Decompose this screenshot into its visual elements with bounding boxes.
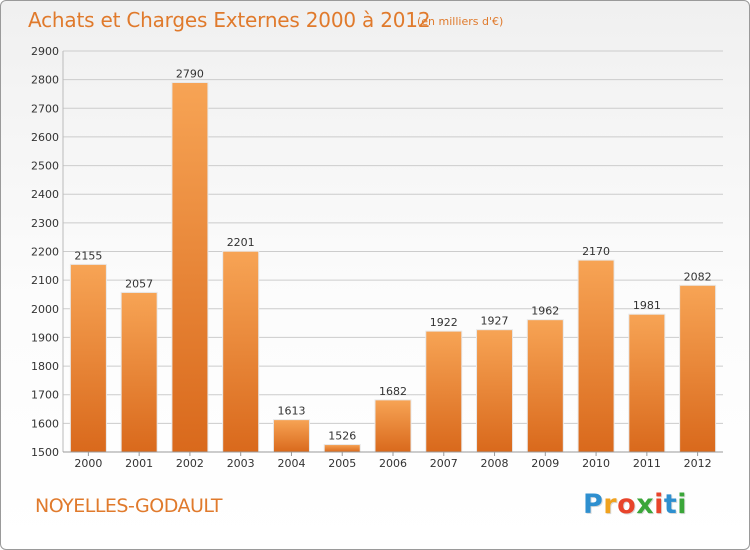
y-tick-label: 1500: [31, 446, 59, 459]
x-tick-label: 2001: [125, 457, 153, 470]
x-tick-label: 2010: [582, 457, 610, 470]
bar-2005: [323, 444, 361, 453]
y-tick-label: 2700: [31, 102, 59, 115]
x-tick-label: 2011: [633, 457, 661, 470]
chart-subtitle: (en milliers d'€): [417, 15, 504, 28]
y-tick-label: 2400: [31, 188, 59, 201]
logo-letter: r: [603, 489, 618, 520]
x-tick-label: 2000: [74, 457, 102, 470]
bar-2011: [628, 313, 666, 453]
bar-2004: [272, 419, 310, 453]
x-tick-label: 2002: [176, 457, 204, 470]
logo-letter: P: [583, 489, 604, 520]
logo-letter: i: [677, 489, 688, 520]
logo-letter: o: [617, 489, 637, 520]
chart-title: Achats et Charges Externes 2000 à 2012: [28, 8, 431, 32]
bar-2000: [69, 263, 107, 453]
data-label: 2790: [176, 68, 204, 81]
y-tick-label: 2000: [31, 303, 59, 316]
y-tick-label: 2500: [31, 160, 59, 173]
y-tick-label: 2800: [31, 74, 59, 87]
x-tick-label: 2012: [684, 457, 712, 470]
data-label: 1613: [277, 405, 305, 418]
x-tick-label: 2003: [227, 457, 255, 470]
x-tick-label: 2007: [430, 457, 458, 470]
bar-2003: [222, 250, 260, 453]
x-tick-label: 2004: [277, 457, 305, 470]
y-tick-label: 1900: [31, 331, 59, 344]
data-label: 2057: [125, 277, 153, 290]
bar-2002: [171, 82, 209, 453]
data-label: 1682: [379, 385, 407, 398]
x-tick-label: 2005: [328, 457, 356, 470]
proxiti-logo: Proxiti: [583, 489, 687, 520]
logo-letter: x: [636, 489, 655, 520]
data-label: 2155: [74, 249, 102, 262]
data-label: 1927: [481, 315, 509, 328]
y-tick-label: 1600: [31, 417, 59, 430]
y-tick-label: 1800: [31, 360, 59, 373]
data-label: 1922: [430, 316, 458, 329]
bar-2006: [374, 399, 412, 453]
bar-2012: [679, 284, 717, 453]
y-tick-label: 2600: [31, 131, 59, 144]
bar-2001: [120, 291, 158, 453]
data-label: 2170: [582, 245, 610, 258]
data-label: 1981: [633, 299, 661, 312]
x-tick-label: 2008: [481, 457, 509, 470]
data-label: 1526: [328, 430, 356, 443]
x-tick-label: 2009: [531, 457, 559, 470]
y-tick-label: 2300: [31, 217, 59, 230]
x-tick-label: 2006: [379, 457, 407, 470]
bar-2007: [425, 330, 463, 453]
logo-letter: t: [663, 489, 678, 520]
y-tick-label: 1700: [31, 389, 59, 402]
bar-2009: [526, 319, 564, 453]
bar-2008: [476, 329, 514, 453]
data-label: 2082: [684, 270, 712, 283]
y-tick-label: 2900: [31, 45, 59, 58]
y-tick-label: 2100: [31, 274, 59, 287]
bar-2010: [577, 259, 615, 453]
location-name: NOYELLES-GODAULT: [35, 495, 222, 517]
data-label: 1962: [531, 305, 559, 318]
data-label: 2201: [227, 236, 255, 249]
y-tick-label: 2200: [31, 246, 59, 259]
logo-letter: i: [654, 489, 664, 520]
